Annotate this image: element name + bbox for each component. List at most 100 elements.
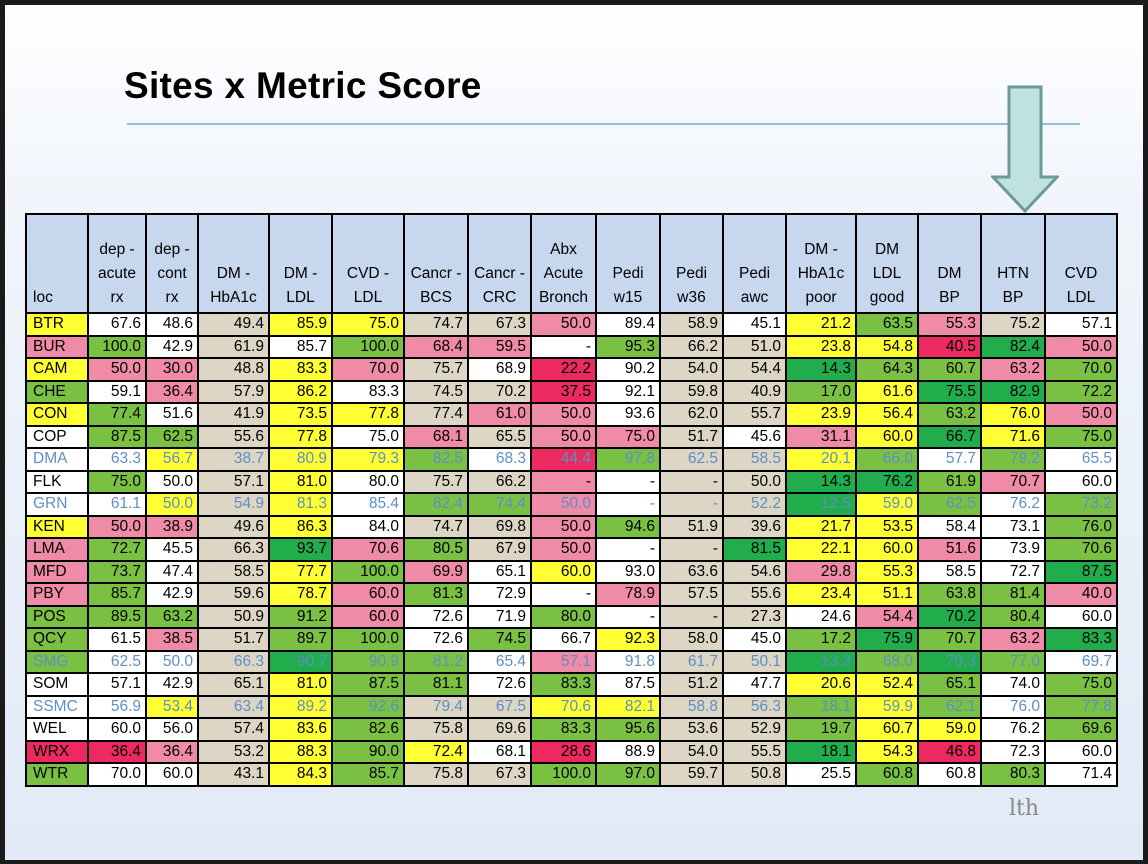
score-cell: 87.5	[331, 672, 405, 697]
score-cell: 60.0	[855, 537, 919, 562]
score-cell: 72.9	[467, 582, 532, 607]
column-header: DM LDL good	[855, 213, 919, 314]
table-row: CHE 59.1 36.4 57.9 86.2 83.3 74.5 70.2 37.5 92.1 5…	[25, 379, 1118, 404]
score-cell: 70.3	[917, 649, 982, 674]
score-cell: 30.0	[145, 357, 199, 382]
score-cell: 14.3	[785, 469, 857, 494]
score-cell: 69.6	[1044, 717, 1118, 742]
score-cell: 76.2	[855, 469, 919, 494]
score-cell: 22.2	[530, 357, 597, 382]
score-cell: -	[595, 492, 661, 517]
score-cell: 68.1	[467, 739, 532, 764]
column-header: DM - HbA1c	[197, 213, 270, 314]
score-cell: 97.8	[595, 447, 661, 472]
score-cell: 72.6	[403, 627, 469, 652]
column-header: DM - HbA1c poor	[785, 213, 857, 314]
column-header-line: LDL	[872, 265, 902, 282]
score-cell: 59.6	[197, 582, 270, 607]
score-cell: 66.3	[197, 537, 270, 562]
score-cell: 44.4	[530, 447, 597, 472]
score-cell: 62.5	[659, 447, 724, 472]
score-cell: 18.1	[785, 739, 857, 764]
table-row: LMA 72.7 45.5 66.3 93.7 70.6 80.5 67.9 50.0- -81.…	[25, 537, 1118, 562]
score-cell: 74.5	[403, 379, 469, 404]
score-cell: 54.4	[722, 357, 787, 382]
score-cell: 18.1	[785, 694, 857, 719]
score-cell: 67.5	[467, 694, 532, 719]
score-cell: 71.6	[980, 424, 1046, 449]
column-header-line: rx	[110, 289, 124, 306]
score-cell: 81.3	[403, 582, 469, 607]
table-row: WRX 36.4 36.4 53.2 88.3 90.0 72.4 68.1 28.6 88.9 5…	[25, 739, 1118, 764]
column-header-line: Cancr -	[474, 265, 525, 282]
column-header-line: Pedi	[738, 265, 771, 282]
score-cell: 82.4	[980, 334, 1046, 359]
score-cell: 55.3	[855, 559, 919, 584]
score-cell: 89.4	[595, 312, 661, 337]
score-cell: 59.8	[659, 379, 724, 404]
score-cell: 93.6	[595, 402, 661, 427]
score-cell: 62.1	[917, 694, 982, 719]
score-cell: 40.5	[917, 334, 982, 359]
score-cell: 72.6	[467, 672, 532, 697]
score-cell: 57.7	[917, 447, 982, 472]
score-cell: 67.9	[467, 537, 532, 562]
site-code-cell: SMG	[25, 649, 89, 674]
site-code-cell: BUR	[25, 334, 89, 359]
score-cell: 75.7	[403, 469, 469, 494]
score-cell: 60.7	[855, 717, 919, 742]
score-cell: 28.6	[530, 739, 597, 764]
column-header-line: poor	[805, 289, 837, 306]
score-cell: 74.7	[403, 312, 469, 337]
site-code-cell: CAM	[25, 357, 89, 382]
score-cell: 55.6	[722, 582, 787, 607]
score-cell: 68.1	[403, 424, 469, 449]
score-cell: 55.5	[722, 739, 787, 764]
score-cell: 78.7	[268, 582, 333, 607]
column-header-line: DM -	[804, 241, 838, 258]
score-cell: -	[530, 582, 597, 607]
score-cell: 42.9	[145, 582, 199, 607]
score-cell: 38.9	[145, 514, 199, 539]
table-row: SSMC 56.9 53.4 63.4 89.2 92.6 79.4 67.5 70.6 82.1…	[25, 694, 1118, 719]
score-cell: 17.0	[785, 379, 857, 404]
score-cell: 59.5	[467, 334, 532, 359]
score-cell: 14.3	[785, 357, 857, 382]
score-cell: 68.4	[403, 334, 469, 359]
score-cell: 75.0	[1044, 424, 1118, 449]
score-cell: 76.2	[980, 492, 1046, 517]
score-cell: 81.1	[403, 672, 469, 697]
score-cell: 57.1	[1044, 312, 1118, 337]
score-cell: 40.0	[1044, 582, 1118, 607]
score-cell: 81.2	[403, 649, 469, 674]
column-header: Pedi w36	[659, 213, 724, 314]
score-cell: -	[530, 334, 597, 359]
score-cell: 78.9	[595, 582, 661, 607]
score-cell: 23.4	[785, 582, 857, 607]
score-cell: 63.2	[980, 627, 1046, 652]
score-cell: 59.7	[659, 762, 724, 787]
score-cell: 57.1	[87, 672, 147, 697]
table-row: POS 89.5 63.2 50.9 91.2 60.0 72.6 71.9 80.0- -27.…	[25, 604, 1118, 629]
score-cell: 63.2	[145, 604, 199, 629]
score-cell: 88.3	[268, 739, 333, 764]
score-cell: 70.0	[331, 357, 405, 382]
column-header: Cancr - CRC	[467, 213, 532, 314]
score-cell: 75.2	[980, 312, 1046, 337]
score-cell: 89.2	[268, 694, 333, 719]
score-cell: 72.6	[403, 604, 469, 629]
score-cell: 59.1	[87, 379, 147, 404]
score-cell: 64.3	[855, 357, 919, 382]
score-cell: 46.8	[917, 739, 982, 764]
score-cell: 90.2	[595, 357, 661, 382]
score-cell: 100.0	[331, 334, 405, 359]
score-cell: 50.0	[722, 469, 787, 494]
column-header-line: Cancr -	[410, 265, 462, 282]
site-code-cell: CHE	[25, 379, 89, 404]
score-cell: 51.7	[659, 424, 724, 449]
score-cell: 67.3	[467, 762, 532, 787]
column-header: Pedi w15	[595, 213, 661, 314]
score-cell: 75.0	[87, 469, 147, 494]
score-cell: 70.0	[87, 762, 147, 787]
score-cell: 85.7	[268, 334, 333, 359]
